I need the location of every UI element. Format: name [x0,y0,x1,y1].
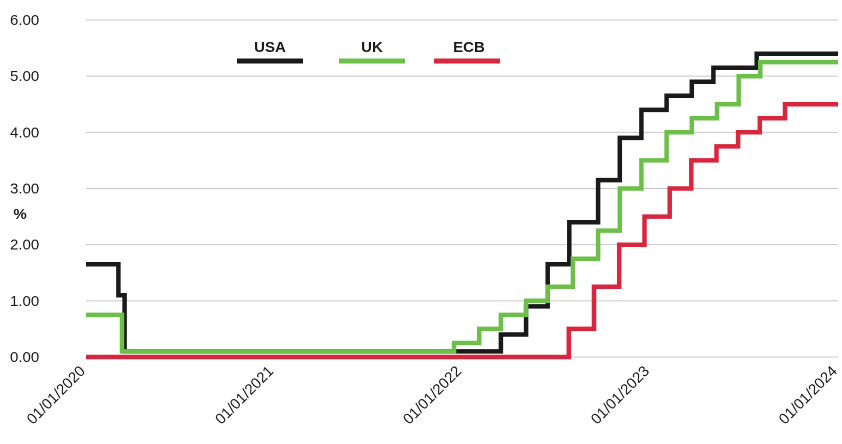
x-axis-ticks: 01/01/2020 01/01/2021 01/01/2022 01/01/2023… [24,363,841,428]
legend-item-ecb: ECB [434,39,500,64]
x-tick-label: 01/01/2024 [776,363,841,428]
legend-label: USA [254,39,286,56]
y-tick-label: 3.00 [10,181,39,198]
y-axis-ticks: 0.00 1.00 2.00 3.00 4.00 5.00 6.00 [10,12,39,366]
legend-label: UK [361,39,383,56]
series-usa [86,51,838,354]
series-layer [86,51,838,360]
grid [86,19,838,358]
y-tick-label: 1.00 [10,293,39,310]
series-line-ecb [86,102,838,360]
x-tick-label: 01/01/2020 [24,363,89,428]
legend-label: ECB [453,39,485,56]
x-tick-label: 01/01/2022 [400,363,465,428]
y-tick-label: 6.00 [10,12,39,29]
x-tick-label: 01/01/2023 [588,363,653,428]
legend-item-uk: UK [339,39,405,64]
y-tick-label: 2.00 [10,237,39,254]
legend: USA UK ECB [237,39,500,64]
series-ecb [86,102,838,360]
y-tick-label: 4.00 [10,124,39,141]
y-tick-label: 5.00 [10,68,39,85]
series-uk [86,59,838,354]
y-axis-title: % [13,206,26,223]
legend-item-usa: USA [237,39,303,64]
series-line-usa [86,51,838,354]
x-tick-label: 01/01/2021 [212,363,277,428]
series-line-uk [86,59,838,354]
y-tick-label: 0.00 [10,349,39,366]
